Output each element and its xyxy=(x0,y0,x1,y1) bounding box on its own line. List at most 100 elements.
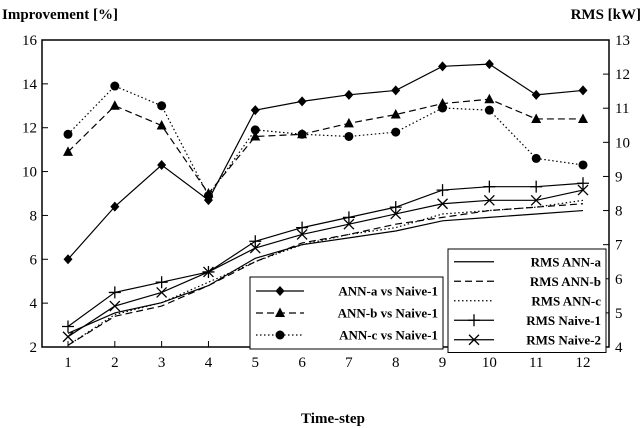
data-point xyxy=(250,125,260,135)
y-left-tick-label: 14 xyxy=(22,77,38,93)
legend-improvement: ANN-a vs Naive-1 ANN-b vs Naive-1 ANN-c vs… xyxy=(249,276,444,350)
legend-label: RMS ANN-b xyxy=(530,274,601,289)
data-point xyxy=(578,160,588,170)
x-tick-label: 12 xyxy=(576,355,591,371)
data-point xyxy=(390,208,402,220)
legend-entry: ANN-c vs Naive-1 xyxy=(256,328,438,343)
data-point xyxy=(484,59,494,70)
legend-entry: RMS ANN-a xyxy=(454,254,601,269)
y-right-tick-label: 4 xyxy=(615,340,623,356)
legend-entry: ANN-a vs Naive-1 xyxy=(256,284,438,299)
y-right-tick-label: 12 xyxy=(615,67,630,83)
x-axis-title: Time-step xyxy=(301,411,365,427)
legend-entry: RMS ANN-c xyxy=(454,293,601,308)
legend-entry: RMS ANN-b xyxy=(454,274,601,289)
data-point xyxy=(344,131,354,141)
data-point xyxy=(108,286,121,299)
y-axis-right-title: RMS [kW] xyxy=(571,7,641,23)
data-point xyxy=(438,61,448,72)
data-point xyxy=(62,331,74,343)
data-point xyxy=(578,85,588,96)
data-point xyxy=(343,117,354,128)
data-point xyxy=(109,100,120,110)
series-8 xyxy=(62,184,589,343)
x-tick-label: 8 xyxy=(392,355,400,371)
data-point xyxy=(391,127,401,137)
y-right-tick-label: 6 xyxy=(615,272,623,288)
data-point xyxy=(484,93,495,104)
y-axis-left-title: Improvement [%] xyxy=(2,7,118,23)
x-axis-ticks: 1 2 3 4 5 6 7 8 9 10 11 12 xyxy=(64,341,591,371)
data-point xyxy=(296,228,308,240)
x-tick-label: 2 xyxy=(111,355,119,371)
y-left-tick-label: 6 xyxy=(30,252,38,268)
y-left-tick-label: 4 xyxy=(30,296,38,312)
data-point xyxy=(342,211,355,224)
data-point xyxy=(157,101,167,111)
x-tick-label: 10 xyxy=(482,355,497,371)
x-tick-label: 4 xyxy=(205,355,213,371)
data-point xyxy=(155,276,168,289)
legend-label: RMS ANN-a xyxy=(531,254,602,269)
data-point xyxy=(110,81,120,91)
data-point xyxy=(531,113,542,123)
series-3 xyxy=(63,81,588,201)
series-5 xyxy=(67,203,584,346)
series-7 xyxy=(62,177,589,333)
legend-marker xyxy=(468,334,480,346)
data-point xyxy=(530,194,542,206)
series-line xyxy=(67,203,584,346)
data-point xyxy=(438,103,448,113)
data-point xyxy=(297,96,307,107)
legend-label: RMS ANN-c xyxy=(531,293,601,308)
y-right-tick-label: 9 xyxy=(615,169,623,185)
data-point xyxy=(250,130,261,141)
data-point xyxy=(250,105,260,116)
data-point xyxy=(343,218,355,230)
legend-rms: RMS ANN-a RMS ANN-b RMS ANN-c RMS Naive-1 RM… xyxy=(447,248,607,353)
data-point xyxy=(62,320,74,333)
y-right-tick-label: 10 xyxy=(615,135,630,151)
legend-marker xyxy=(275,286,285,296)
legend-label: ANN-c vs Naive-1 xyxy=(339,328,438,343)
data-point xyxy=(63,129,73,139)
y-right-tick-label: 5 xyxy=(615,306,623,322)
x-tick-label: 3 xyxy=(158,355,166,371)
y-axis-right-ticks: 4 5 6 7 8 9 10 11 12 13 xyxy=(603,33,630,356)
data-point xyxy=(436,184,449,197)
series-line xyxy=(67,189,584,338)
data-point xyxy=(389,201,402,214)
legend-entry: RMS Naive-1 xyxy=(454,313,601,328)
legend-marker xyxy=(275,307,285,317)
legend-entry: ANN-b vs Naive-1 xyxy=(256,306,438,321)
data-point xyxy=(63,254,73,265)
legend-label: ANN-a vs Naive-1 xyxy=(338,284,438,299)
legend-marker xyxy=(468,314,480,327)
data-point xyxy=(344,89,354,100)
y-left-tick-label: 2 xyxy=(30,340,38,356)
x-tick-label: 6 xyxy=(298,355,306,371)
data-point xyxy=(391,85,401,96)
x-tick-label: 11 xyxy=(529,355,543,371)
data-point xyxy=(578,113,588,123)
y-left-tick-label: 16 xyxy=(22,33,38,49)
y-right-tick-label: 8 xyxy=(615,204,623,220)
data-point xyxy=(390,109,401,119)
data-point xyxy=(296,221,309,234)
legend-label: RMS Naive-2 xyxy=(526,332,601,347)
series-line xyxy=(67,98,583,195)
legend-marker xyxy=(275,330,285,340)
legend-label: RMS Naive-1 xyxy=(526,313,601,328)
data-point xyxy=(202,266,214,278)
series-line xyxy=(67,63,584,260)
y-right-tick-label: 7 xyxy=(615,238,623,254)
data-point xyxy=(297,129,307,139)
data-point xyxy=(577,184,589,196)
data-point xyxy=(531,89,541,100)
data-point xyxy=(203,191,213,201)
x-tick-label: 1 xyxy=(64,355,72,371)
x-tick-label: 7 xyxy=(345,355,353,371)
y-left-tick-label: 8 xyxy=(30,208,38,224)
data-point xyxy=(156,286,168,298)
data-point xyxy=(249,242,261,254)
